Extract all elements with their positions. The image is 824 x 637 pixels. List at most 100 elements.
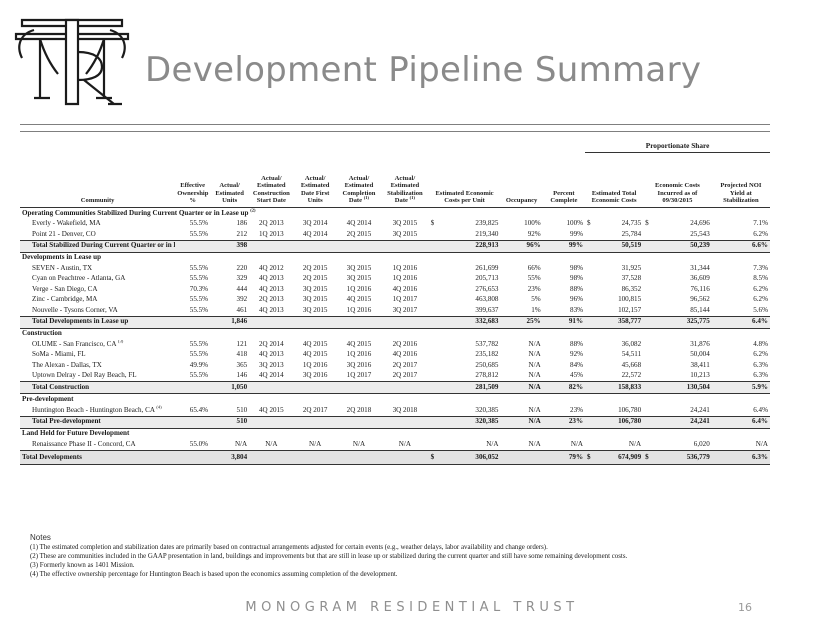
community-name-text: Cyan on Peachtree - Atlanta, GA xyxy=(32,274,126,283)
first-units-cell: 2Q 2017 xyxy=(302,405,328,414)
percent-complete-cell: 88% xyxy=(570,339,584,348)
currency-sign: $ xyxy=(587,452,591,461)
ownership-cell: 55.5% xyxy=(189,305,209,314)
grand-costs-incurred-cell: $536,779 xyxy=(643,450,712,466)
total-label-text: Total Pre-development xyxy=(32,417,101,426)
total-total-costs-cell: 50,519 xyxy=(585,239,644,253)
ownership-cell: 55.5% xyxy=(189,339,209,348)
total-costs-cell-value: 24,735 xyxy=(621,219,642,228)
costs-incurred-cell: 10,213 xyxy=(690,371,710,380)
page-number: 16 xyxy=(738,601,752,614)
completion-date-cell: 4Q 2015 xyxy=(346,339,372,348)
section-total-row: Total Developments in Lease up 1,846 332,6… xyxy=(20,315,770,329)
units-cell: 146 xyxy=(236,371,248,380)
start-date-cell: 1Q 2013 xyxy=(259,229,284,238)
first-units-cell: 4Q 2014 xyxy=(302,229,328,238)
start-date-cell: 4Q 2013 xyxy=(259,274,284,283)
first-units-cell: 1Q 2016 xyxy=(302,360,328,369)
section-header: Pre-development xyxy=(20,393,770,406)
community-name: Cyan on Peachtree - Atlanta, GA xyxy=(20,274,175,284)
empty-cell xyxy=(175,450,211,466)
units-cell: 329 xyxy=(236,274,248,283)
community-name: SEVEN - Austin, TX xyxy=(20,264,175,274)
total-label: Total Developments in Lease up xyxy=(20,315,176,329)
total-label: Total Pre-development xyxy=(20,415,176,429)
ownership-cell: 55.5% xyxy=(189,219,209,228)
cost-per-unit-cell: 537,782 xyxy=(475,339,499,348)
units-cell: 212 xyxy=(236,229,248,238)
currency-sign: $ xyxy=(645,452,649,461)
empty-cell xyxy=(381,381,429,394)
total-units-cell: 1,050 xyxy=(210,381,250,394)
empty-cell xyxy=(249,381,294,394)
ownership-cell: 49.9% xyxy=(189,360,209,369)
total-costs-cell: 102,157 xyxy=(618,305,642,314)
col-completion: Actual/ Estimated Completion Date (1) xyxy=(336,152,382,208)
total-costs-cell: 45,668 xyxy=(621,360,642,369)
note-3: (3) Formerly known as 1401 Mission. xyxy=(30,562,135,569)
percent-complete-cell: 23% xyxy=(570,405,584,414)
empty-cell xyxy=(500,450,543,466)
stabilization-date-cell: 2Q 2016 xyxy=(392,339,418,348)
total-noi-cell: 6.4% xyxy=(711,415,770,429)
ownership-cell: 55.5% xyxy=(189,371,209,380)
empty-cell xyxy=(381,450,429,466)
ownership-cell: 55.5% xyxy=(189,350,209,359)
completion-date-cell: 4Q 2014 xyxy=(346,219,372,228)
table-row: SoMa - Miami, FL 55.5% 418 4Q 2013 4Q 2015 1Q… xyxy=(20,350,770,360)
start-date-cell: 4Q 2013 xyxy=(259,305,284,314)
pipeline-table: Proportionate Share Community Effective … xyxy=(20,140,770,466)
footer-company: MONOGRAM RESIDENTIAL TRUST xyxy=(245,600,579,615)
cost-per-unit-cell: 235,182 xyxy=(475,350,499,359)
completion-date-cell: 3Q 2015 xyxy=(346,264,372,272)
occupancy-cell: 5% xyxy=(531,295,541,304)
community-name: Zinc - Cambridge, MA xyxy=(20,295,175,305)
completion-date-cell: 3Q 2016 xyxy=(346,360,372,369)
costs-incurred-cell-value: 24,696 xyxy=(690,219,710,228)
percent-complete-cell: 98% xyxy=(570,274,584,283)
monogram-logo xyxy=(14,18,130,106)
empty-cell xyxy=(336,315,382,329)
first-units-cell: 2Q 2015 xyxy=(302,274,328,283)
community-name-text: Uptown Delray - Del Ray Beach, FL xyxy=(32,371,137,380)
total-costs-cell: 36,082 xyxy=(621,339,642,348)
occupancy-cell: 55% xyxy=(527,274,541,283)
col-first-units: Actual/ Estimated Date First Units xyxy=(293,152,337,208)
empty-cell xyxy=(381,239,429,253)
table-row: Zinc - Cambridge, MA 55.5% 392 2Q 2013 3Q 20… xyxy=(20,295,770,305)
col-units: Actual/ Estimated Units xyxy=(210,152,250,208)
cost-per-unit-cell: 399,637 xyxy=(475,305,499,314)
percent-complete-cell: 99% xyxy=(570,229,584,238)
col-stabilization: Actual/ Estimated Stabilization Date (1) xyxy=(381,152,429,208)
first-units-cell: 4Q 2015 xyxy=(302,339,328,348)
total-occupancy-cell: 25% xyxy=(500,315,543,329)
total-costs-cell: 22,572 xyxy=(621,371,642,380)
stabilization-date-cell: 3Q 2018 xyxy=(392,405,418,414)
completion-date-cell: 1Q 2017 xyxy=(346,371,372,380)
units-cell: 220 xyxy=(236,264,248,272)
total-cost-per-unit-cell: 320,385 xyxy=(428,415,501,429)
cost-per-unit-cell: $239,825 xyxy=(429,219,501,229)
stabilization-date-cell: 3Q 2015 xyxy=(392,219,418,228)
costs-incurred-cell: 31,876 xyxy=(690,339,710,348)
first-units-cell: N/A xyxy=(309,439,322,448)
column-header-row: Community Effective Ownership % Actual/ … xyxy=(20,152,770,208)
units-cell: 444 xyxy=(236,284,248,293)
total-costs-cell: $24,735 xyxy=(585,219,643,229)
units-cell: 365 xyxy=(236,360,248,369)
grand-total-label: Total Developments xyxy=(20,450,176,466)
ownership-cell: 65.4% xyxy=(189,405,209,414)
currency-sign: $ xyxy=(430,219,435,228)
noi-yield-cell: 6.4% xyxy=(753,405,768,414)
section-title: Pre-development xyxy=(20,393,770,406)
table-row: Nouvelle - Tysons Corner, VA 55.5% 461 4Q 2… xyxy=(20,305,770,316)
start-date-cell: 2Q 2014 xyxy=(259,339,284,348)
percent-complete-cell: 45% xyxy=(570,371,584,380)
col-ownership: Effective Ownership % xyxy=(175,152,211,208)
stabilization-date-cell: 1Q 2016 xyxy=(392,274,418,283)
units-cell: 121 xyxy=(236,339,248,348)
empty-cell xyxy=(336,239,382,253)
pipeline-table-wrap: Proportionate Share Community Effective … xyxy=(20,140,770,466)
section-title-text: Operating Communities Stabilized During … xyxy=(22,208,249,217)
community-name: SoMa - Miami, FL xyxy=(20,350,175,360)
